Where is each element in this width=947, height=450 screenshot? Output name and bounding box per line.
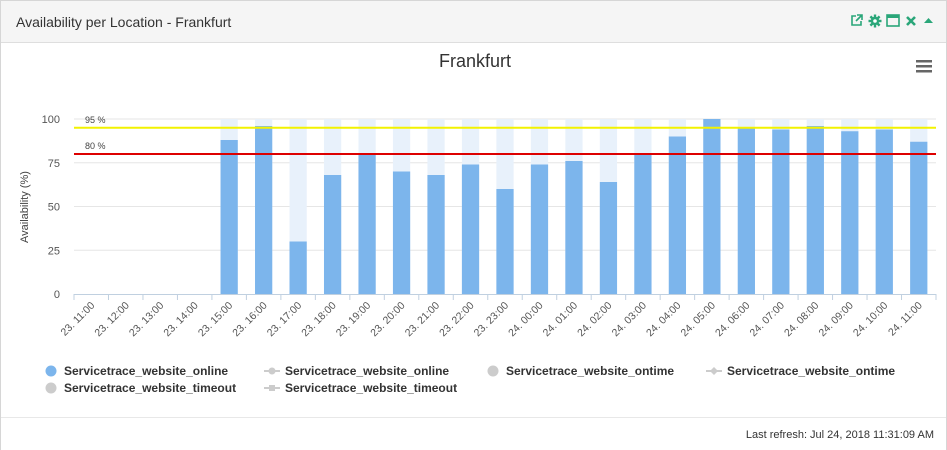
x-tick-label: 23. 20:00 bbox=[368, 300, 408, 340]
bar-online bbox=[599, 182, 618, 294]
x-tick-label: 23. 17:00 bbox=[265, 300, 305, 340]
legend-marker-circle bbox=[45, 365, 57, 377]
maximize-icon[interactable] bbox=[885, 13, 900, 28]
bar-online bbox=[737, 127, 755, 294]
legend-marker-square bbox=[269, 385, 275, 391]
bar-online bbox=[634, 154, 652, 294]
threshold-label: 80 % bbox=[85, 141, 106, 151]
legend-label: Servicetrace_website_ontime bbox=[727, 364, 895, 378]
legend-item[interactable]: Servicetrace_website_ontime bbox=[487, 364, 675, 378]
threshold-label: 95 % bbox=[85, 115, 106, 125]
bar-online bbox=[289, 241, 307, 294]
x-tick-label: 23. 16:00 bbox=[230, 300, 270, 340]
gear-icon[interactable] bbox=[867, 13, 882, 28]
bar-online bbox=[358, 154, 376, 294]
x-tick-label: 23. 18:00 bbox=[299, 300, 339, 340]
legend-marker-circle bbox=[487, 365, 499, 377]
bar-online bbox=[496, 189, 514, 294]
external-link-icon[interactable] bbox=[849, 13, 864, 28]
x-tick-label: 24. 10:00 bbox=[851, 300, 891, 340]
bar-online bbox=[806, 126, 824, 294]
x-tick-label: 24. 06:00 bbox=[713, 300, 753, 340]
legend-label: Servicetrace_website_online bbox=[285, 364, 449, 378]
x-tick-label: 24. 00:00 bbox=[506, 300, 546, 340]
panel-title: Availability per Location - Frankfurt bbox=[16, 14, 232, 30]
bar-online bbox=[323, 175, 342, 294]
panel-toolbar bbox=[849, 13, 936, 28]
x-tick-label: 24. 03:00 bbox=[610, 300, 650, 340]
bar-online bbox=[565, 161, 583, 294]
bar-layer bbox=[220, 119, 928, 294]
legend-label: Servicetrace_website_timeout bbox=[285, 381, 457, 395]
legend-label: Servicetrace_website_ontime bbox=[506, 364, 674, 378]
bar-online bbox=[392, 171, 411, 294]
chart-legend: Servicetrace_website_online Servicetrace_… bbox=[45, 364, 895, 395]
x-tick-label: 23. 12:00 bbox=[92, 300, 132, 340]
x-tick-label: 24. 09:00 bbox=[816, 300, 856, 340]
x-tick-label: 24. 04:00 bbox=[644, 300, 684, 340]
legend-label: Servicetrace_website_online bbox=[64, 364, 228, 378]
bar-online bbox=[427, 175, 445, 294]
x-tick-label: 24. 01:00 bbox=[541, 300, 581, 340]
bar-online bbox=[841, 131, 859, 294]
threshold-layer: 95 % 80 % bbox=[74, 115, 936, 155]
legend-item[interactable]: Servicetrace_website_ontime bbox=[706, 364, 895, 378]
legend-item[interactable]: Servicetrace_website_online bbox=[264, 364, 449, 378]
legend-item[interactable]: Servicetrace_website_timeout bbox=[264, 381, 457, 395]
y-tick-label: 100 bbox=[42, 114, 60, 126]
legend-item[interactable]: Servicetrace_website_online bbox=[45, 364, 229, 378]
y-tick-label: 75 bbox=[48, 158, 60, 170]
bar-online bbox=[772, 129, 790, 294]
bar-online bbox=[875, 129, 893, 294]
x-tick-label: 23. 15:00 bbox=[196, 300, 236, 340]
chart-title: Frankfurt bbox=[439, 51, 511, 71]
x-tick-label: 23. 14:00 bbox=[161, 300, 201, 340]
last-refresh: Last refresh: Jul 24, 2018 11:31:09 AM bbox=[745, 429, 934, 441]
y-tick-label: 0 bbox=[54, 289, 60, 301]
bar-online bbox=[703, 119, 721, 294]
x-tick-label: 23. 23:00 bbox=[472, 300, 512, 340]
x-tick-label: 24. 05:00 bbox=[679, 300, 719, 340]
y-axis-label: Availability (%) bbox=[19, 171, 31, 243]
x-tick-label: 23. 13:00 bbox=[127, 300, 167, 340]
bar-online bbox=[220, 140, 238, 294]
legend-marker-circle bbox=[268, 367, 276, 375]
bar-online bbox=[668, 136, 687, 294]
legend-marker-diamond bbox=[710, 367, 718, 375]
legend-item[interactable]: Servicetrace_website_timeout bbox=[45, 381, 237, 395]
x-tick-label: 24. 02:00 bbox=[575, 300, 615, 340]
x-tick-label: 24. 08:00 bbox=[782, 300, 822, 340]
bar-online bbox=[910, 141, 928, 294]
y-tick-label: 50 bbox=[48, 202, 60, 214]
availability-chart: Frankfurt Availability (%) 95 % 80 % 0 25 5… bbox=[19, 51, 937, 395]
x-tick-label: 24. 11:00 bbox=[886, 300, 925, 339]
legend-marker-circle bbox=[45, 382, 57, 394]
bar-online bbox=[255, 126, 273, 294]
x-tick-label: 23. 11:00 bbox=[58, 300, 97, 339]
y-tick-label: 25 bbox=[48, 245, 60, 257]
bar-online bbox=[530, 164, 549, 294]
chart-menu-icon[interactable] bbox=[913, 59, 935, 75]
x-tick-label: 23. 19:00 bbox=[334, 300, 374, 340]
collapse-icon[interactable] bbox=[921, 13, 936, 28]
close-icon[interactable] bbox=[903, 13, 918, 28]
x-tick-label: 23. 22:00 bbox=[437, 300, 477, 340]
x-tick-label: 24. 07:00 bbox=[748, 300, 788, 340]
panel-footer: Last refresh: Jul 24, 2018 11:31:09 AM bbox=[1, 417, 946, 450]
x-tick-label: 23. 21:00 bbox=[403, 300, 443, 340]
chart-area: Frankfurt Availability (%) 95 % 80 % 0 25 5… bbox=[1, 43, 946, 416]
panel-header: Availability per Location - Frankfurt bbox=[1, 1, 946, 43]
bar-online bbox=[461, 164, 480, 294]
legend-label: Servicetrace_website_timeout bbox=[64, 381, 236, 395]
